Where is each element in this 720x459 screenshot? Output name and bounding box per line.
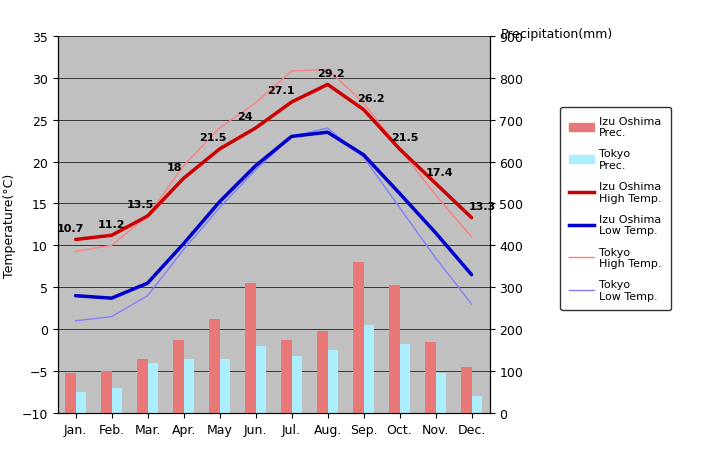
Bar (436, 373, 446, 413)
Bar (220, 359, 230, 413)
Bar (328, 350, 338, 413)
Bar (112, 388, 122, 413)
Bar (256, 346, 266, 413)
Text: 11.2: 11.2 (98, 219, 125, 229)
Bar (148, 363, 158, 413)
Bar (76, 392, 86, 413)
Bar (65, 373, 76, 413)
Text: Precipitation(mm): Precipitation(mm) (500, 28, 613, 40)
Bar (461, 367, 472, 413)
Bar (292, 357, 302, 413)
Bar (101, 371, 112, 413)
Bar (389, 285, 400, 413)
Bar (425, 342, 436, 413)
Bar (353, 263, 364, 413)
Text: 27.1: 27.1 (267, 86, 294, 96)
Text: 29.2: 29.2 (318, 68, 345, 78)
Legend: Izu Oshima
Prec., Tokyo
Prec., Izu Oshima
High Temp., Izu Oshima
Low Temp., Toky: Izu Oshima Prec., Tokyo Prec., Izu Oshim… (560, 107, 671, 310)
Bar (184, 359, 194, 413)
Text: 21.5: 21.5 (199, 133, 226, 143)
Bar (173, 340, 184, 413)
Text: 17.4: 17.4 (426, 167, 453, 177)
Y-axis label: Temperature(°C): Temperature(°C) (3, 173, 16, 277)
Bar (281, 340, 292, 413)
Bar (472, 397, 482, 413)
Bar (209, 319, 220, 413)
Bar (245, 284, 256, 413)
Text: 24: 24 (237, 112, 253, 122)
Bar (317, 331, 328, 413)
Text: 13.3: 13.3 (469, 202, 496, 212)
Bar (137, 359, 148, 413)
Bar (400, 344, 410, 413)
Text: 21.5: 21.5 (391, 133, 419, 143)
Text: 10.7: 10.7 (56, 223, 84, 233)
Bar (364, 325, 374, 413)
Text: 18: 18 (167, 162, 182, 172)
Text: 26.2: 26.2 (357, 94, 384, 104)
Text: 13.5: 13.5 (127, 200, 154, 210)
